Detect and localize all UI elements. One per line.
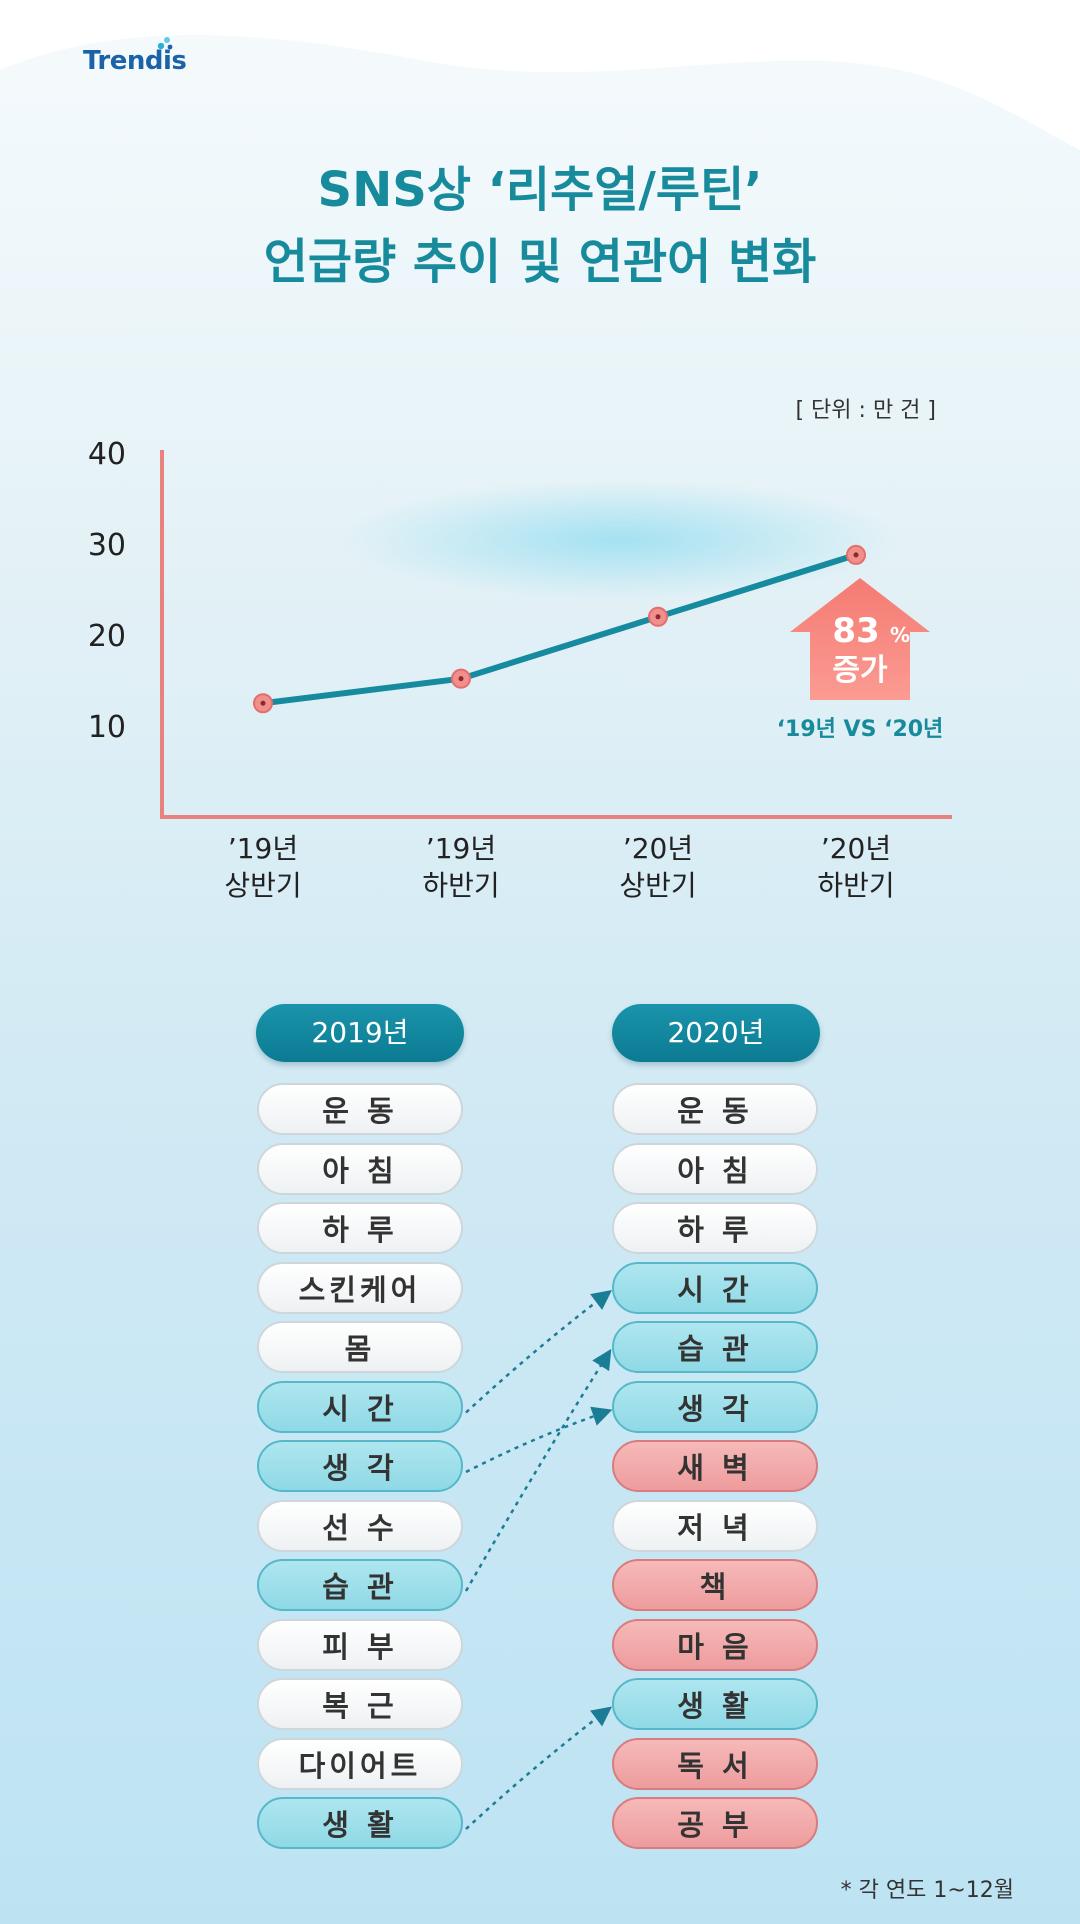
comparison-label: ‘19년 VS ‘20년 <box>777 717 944 742</box>
increase-percent: 83 <box>832 611 879 651</box>
keyword-2020-pill: 생 활 <box>612 1678 818 1730</box>
data-point-center <box>458 676 464 682</box>
keyword-link-arrow <box>465 1706 612 1830</box>
x-tick-label: ’20년 <box>623 832 693 865</box>
page-title-line1: SNS상 ‘리추얼/루틴’ <box>317 162 763 218</box>
x-tick-label: 하반기 <box>817 869 894 902</box>
keyword-2020-pill: 아 침 <box>612 1142 818 1195</box>
y-tick-label: 10 <box>88 710 126 745</box>
keyword-2019-pill: 아 침 <box>257 1142 463 1195</box>
keyword-2020-pill: 하 루 <box>612 1202 818 1254</box>
line-glow <box>340 480 900 600</box>
keyword-link-arrow <box>464 1348 612 1592</box>
keyword-2019-pill: 스킨케어 <box>257 1261 463 1314</box>
y-tick-label: 40 <box>88 437 126 472</box>
increase-percent-sign: % <box>890 623 910 647</box>
logo-dots-icon <box>157 37 173 50</box>
keyword-2020-pill: 습 관 <box>612 1321 818 1373</box>
keyword-2020-pill: 저 녁 <box>612 1499 818 1552</box>
keyword-2020-pill: 독 서 <box>612 1737 818 1790</box>
year-2020-header: 2020년 <box>612 1004 820 1062</box>
keyword-2020-pill: 공 부 <box>612 1797 818 1849</box>
y-tick-label: 30 <box>88 528 126 563</box>
keyword-2019-pill: 생 각 <box>257 1440 463 1492</box>
keyword-2020-pill: 마 음 <box>612 1618 818 1671</box>
x-tick-label: 하반기 <box>422 869 499 902</box>
series-line <box>260 551 859 707</box>
x-tick-label: ’19년 <box>426 832 496 865</box>
keyword-2020-pill: 운 동 <box>612 1083 818 1135</box>
x-tick-label: 상반기 <box>619 869 696 902</box>
trendis-logo: Trendis <box>83 46 187 76</box>
y-tick-label: 20 <box>88 619 126 654</box>
keyword-link-arrow <box>465 1406 613 1474</box>
data-point-center <box>853 552 859 558</box>
year-2019-header: 2019년 <box>256 1004 464 1062</box>
keyword-2020-pill: 생 각 <box>612 1380 818 1433</box>
x-tick-label: 상반기 <box>224 869 301 902</box>
keyword-2019-pill: 운 동 <box>257 1083 463 1135</box>
keyword-2019-pill: 습 관 <box>257 1559 463 1611</box>
keyword-2020-pill: 시 간 <box>612 1261 818 1314</box>
keyword-2019-pill: 생 활 <box>257 1797 463 1849</box>
keyword-2019-pill: 복 근 <box>257 1678 463 1730</box>
keyword-2019-pill: 시 간 <box>257 1380 463 1433</box>
x-tick-label: ’19년 <box>228 832 298 865</box>
keyword-2019-pill: 하 루 <box>257 1202 463 1254</box>
keyword-2019-pill: 피 부 <box>257 1618 463 1671</box>
data-point-center <box>260 700 266 706</box>
keyword-2019-pill: 다이어트 <box>257 1737 463 1790</box>
increase-label: 증가 <box>832 653 888 688</box>
footnote: * 각 연도 1~12월 <box>840 1878 1014 1903</box>
page-title-line2: 언급량 추이 및 연관어 변화 <box>263 234 817 290</box>
keyword-2020-pill: 새 벽 <box>612 1440 818 1492</box>
keyword-2019-pill: 선 수 <box>257 1499 463 1552</box>
header-wave-background <box>0 0 1080 150</box>
x-tick-label: ’20년 <box>821 832 891 865</box>
keyword-link-arrow <box>465 1289 612 1414</box>
increase-arrow-icon <box>790 578 930 700</box>
keyword-2019-pill: 몸 <box>257 1321 463 1373</box>
keyword-2020-pill: 책 <box>612 1559 818 1611</box>
chart-unit-label: [ 단위 : 만 건 ] <box>795 398 936 423</box>
data-point-center <box>655 614 661 620</box>
